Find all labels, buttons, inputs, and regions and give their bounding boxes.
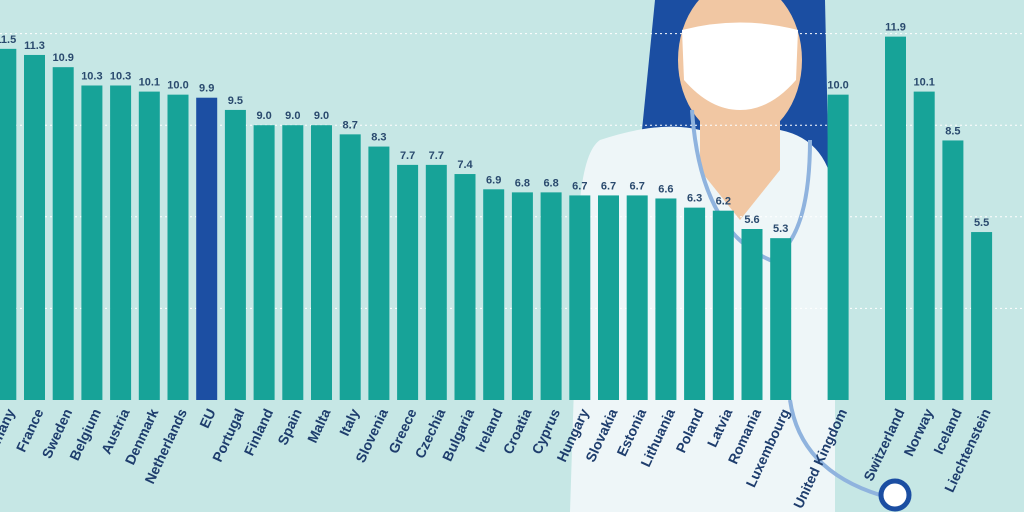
bar [712, 210, 734, 400]
bar [138, 91, 160, 400]
value-label: 10.3 [110, 70, 131, 82]
value-label: 6.7 [601, 180, 616, 192]
bar [598, 195, 619, 400]
bar [224, 109, 246, 400]
value-label: 10.9 [52, 52, 73, 64]
value-label: 9.0 [314, 110, 329, 122]
value-label: 6.7 [630, 180, 645, 192]
value-label: 5.5 [974, 217, 989, 229]
bar [425, 164, 447, 400]
bar [52, 67, 74, 401]
bar [196, 97, 218, 400]
value-label: 6.6 [658, 183, 673, 195]
value-label: 6.9 [486, 174, 501, 186]
bar [81, 85, 103, 400]
value-label: 10.1 [139, 77, 160, 89]
bar [397, 164, 419, 400]
value-label: 6.2 [716, 196, 731, 208]
bar [0, 48, 17, 401]
bar [339, 134, 361, 401]
bar [167, 94, 189, 400]
value-label: 7.4 [457, 159, 473, 171]
bar [454, 174, 476, 400]
value-label: 7.7 [429, 150, 444, 162]
value-label: 9.5 [228, 95, 243, 107]
value-label: 6.8 [543, 177, 558, 189]
bar [540, 192, 562, 400]
value-label: 9.0 [256, 110, 271, 122]
bar [971, 232, 993, 400]
bar [885, 36, 906, 400]
value-label: 11.5 [0, 34, 16, 46]
value-label: 5.3 [773, 223, 788, 235]
bar [741, 229, 763, 400]
value-label: 10.3 [81, 70, 102, 82]
bar [311, 125, 332, 400]
value-label: 11.3 [24, 40, 45, 52]
bar [483, 189, 505, 400]
value-label: 9.9 [199, 83, 214, 95]
value-label: 10.0 [167, 80, 188, 92]
value-label: 8.5 [945, 125, 960, 137]
value-label: 9.0 [285, 110, 300, 122]
bar [913, 91, 935, 400]
bar [24, 54, 45, 401]
bar [569, 195, 591, 400]
bar [827, 94, 849, 400]
value-label: 8.7 [343, 119, 358, 131]
bar [626, 195, 648, 400]
bar [770, 238, 792, 400]
value-label: 10.0 [827, 80, 848, 92]
bar [684, 207, 706, 400]
value-label: 5.6 [744, 214, 759, 226]
value-label: 10.1 [913, 77, 934, 89]
value-label: 6.3 [687, 193, 702, 205]
bar [110, 85, 132, 400]
bar [253, 125, 275, 400]
value-label: 6.8 [515, 177, 530, 189]
value-label: 7.7 [400, 150, 415, 162]
bar [655, 198, 677, 400]
value-label: 8.3 [371, 132, 386, 144]
bar [368, 146, 390, 400]
bar [511, 192, 533, 400]
bar [282, 125, 304, 400]
value-label: 6.7 [572, 180, 587, 192]
bar [942, 140, 964, 400]
x-tick-label: EU [196, 406, 219, 430]
value-label: 11.9 [885, 22, 906, 34]
